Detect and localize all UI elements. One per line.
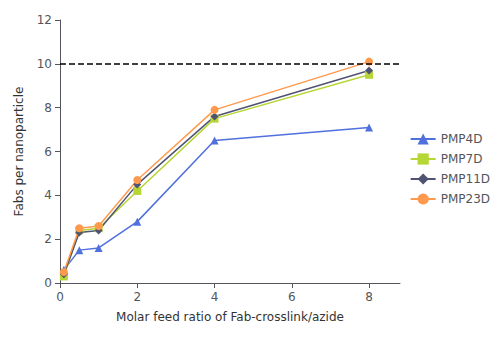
svg-text:PMP11D: PMP11D [441,172,490,186]
svg-text:Fabs per nanoparticle: Fabs per nanoparticle [12,87,26,217]
svg-text:2: 2 [133,290,141,304]
svg-text:PMP7D: PMP7D [441,152,483,166]
svg-text:6: 6 [288,290,296,304]
svg-text:Molar feed ratio of Fab-crossl: Molar feed ratio of Fab-crosslink/azide [116,310,344,324]
svg-text:PMP4D: PMP4D [441,132,483,146]
svg-text:8: 8 [365,290,373,304]
svg-text:4: 4 [44,188,52,202]
svg-text:4: 4 [211,290,219,304]
svg-text:8: 8 [44,101,52,115]
svg-text:0: 0 [44,276,52,290]
svg-text:10: 10 [37,57,52,71]
svg-text:0: 0 [56,290,64,304]
svg-text:6: 6 [44,145,52,159]
svg-text:2: 2 [44,232,52,246]
svg-text:PMP23D: PMP23D [441,192,490,206]
svg-text:12: 12 [37,13,52,27]
